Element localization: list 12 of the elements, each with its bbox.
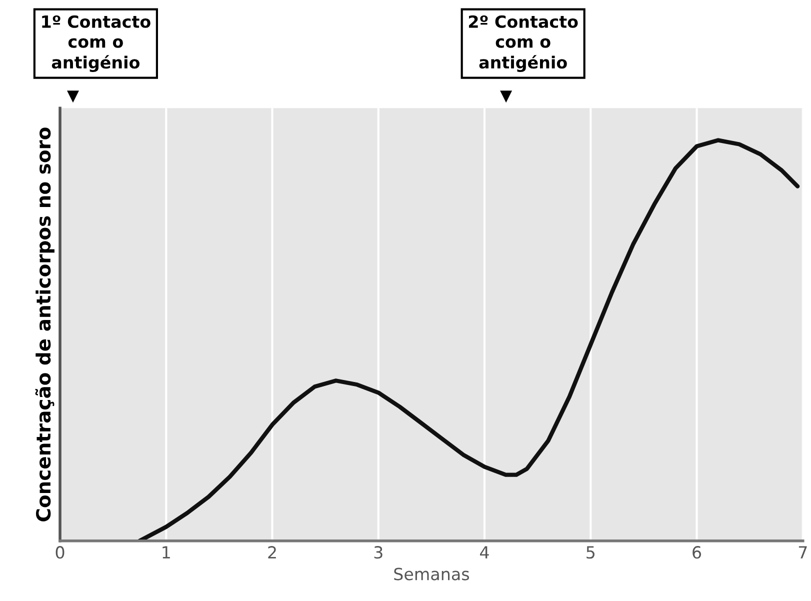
x-tick-label: 7	[798, 546, 807, 558]
x-tick-label: 0	[56, 546, 64, 559]
x-axis-title: Semanas	[394, 568, 470, 580]
text: 1º Contacto com o antigénio	[42, 15, 150, 72]
x-tick-label: 2	[268, 546, 276, 558]
x-tick-label: 6	[692, 546, 702, 559]
x-tick-label: 1	[162, 546, 170, 558]
text: 2º Contacto com o antigénio	[468, 15, 578, 72]
x-tick-label: 5	[586, 546, 594, 559]
x-tick-label: 3	[374, 546, 382, 559]
x-tick-label: 4	[480, 546, 489, 558]
y-axis-title: Concentração de anticorpos no soro	[35, 128, 54, 522]
